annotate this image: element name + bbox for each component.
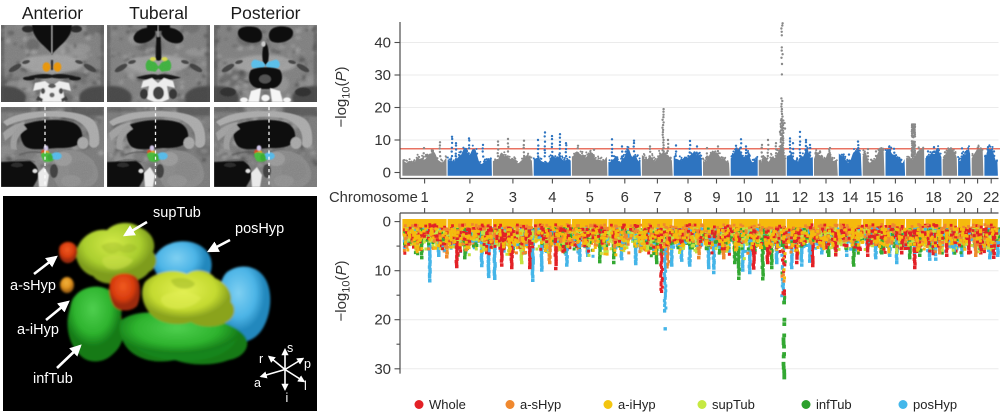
svg-text:22: 22 [983,190,999,206]
svg-text:14: 14 [842,190,858,206]
svg-text:15: 15 [865,190,881,206]
svg-text:−log10(P): −log10(P) [333,66,352,127]
svg-text:30: 30 [374,361,391,378]
svg-text:Chromosome: Chromosome [329,190,418,206]
svg-text:infTub: infTub [816,397,852,412]
svg-text:9: 9 [712,190,720,206]
svg-text:12: 12 [792,190,808,206]
svg-text:p: p [304,357,311,371]
svg-text:10: 10 [736,190,752,206]
svg-text:a: a [254,376,261,390]
svg-text:supTub: supTub [153,205,201,221]
svg-text:0: 0 [383,214,391,231]
svg-text:2: 2 [466,190,474,206]
svg-text:r: r [259,352,263,366]
svg-text:4: 4 [548,190,556,206]
svg-text:20: 20 [374,100,391,117]
svg-text:supTub: supTub [712,397,755,412]
svg-text:Whole: Whole [429,397,466,412]
svg-text:40: 40 [374,35,391,52]
svg-text:i: i [286,391,289,405]
svg-text:posHyp: posHyp [913,397,957,412]
svg-text:a-sHyp: a-sHyp [10,278,56,294]
svg-text:a-iHyp: a-iHyp [17,322,59,338]
svg-text:l: l [304,379,307,393]
svg-text:16: 16 [887,190,903,206]
svg-text:20: 20 [956,190,972,206]
svg-text:1: 1 [420,190,428,206]
svg-text:13: 13 [818,190,834,206]
svg-text:20: 20 [374,312,391,329]
svg-text:infTub: infTub [33,371,73,387]
svg-text:posHyp: posHyp [235,221,284,237]
svg-text:10: 10 [374,263,391,280]
svg-text:5: 5 [586,190,594,206]
svg-text:7: 7 [653,190,661,206]
svg-text:8: 8 [684,190,692,206]
svg-text:a-sHyp: a-sHyp [520,397,561,412]
svg-text:0: 0 [383,165,391,182]
svg-text:11: 11 [765,190,780,206]
svg-text:s: s [287,341,293,355]
svg-text:3: 3 [509,190,517,206]
svg-text:−log10(P): −log10(P) [333,260,352,321]
svg-text:a-iHyp: a-iHyp [618,397,656,412]
svg-text:10: 10 [374,132,391,149]
svg-text:18: 18 [925,190,941,206]
svg-text:30: 30 [374,67,391,84]
svg-text:6: 6 [621,190,629,206]
